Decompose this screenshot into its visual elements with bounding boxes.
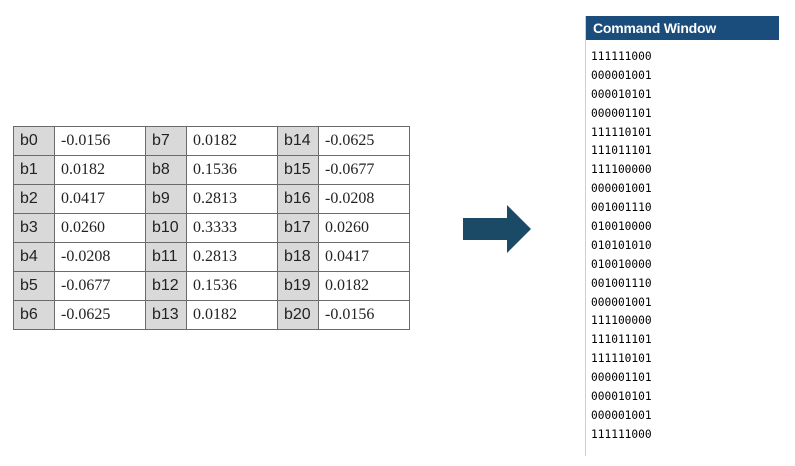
coefficient-label: b19	[277, 271, 319, 301]
coefficient-value: 0.0182	[186, 126, 278, 156]
output-line: 000001001	[591, 182, 652, 196]
coefficient-label: b17	[277, 213, 319, 243]
coefficient-label: b18	[277, 242, 319, 272]
command-window-title: Command Window	[586, 16, 779, 40]
command-window[interactable]: Command Window 111111000 000001001 0000101…	[585, 16, 779, 456]
coefficient-label: b10	[145, 213, 187, 243]
coefficient-value: -0.0677	[54, 271, 146, 301]
output-line: 000001001	[591, 68, 652, 82]
coefficient-value: 0.0260	[54, 213, 146, 243]
coefficient-label: b2	[13, 184, 55, 214]
coefficient-value: 0.0417	[54, 184, 146, 214]
command-window-output: 111111000 000001001 000010101 000001101 1111…	[586, 40, 779, 445]
table-row: b6 -0.0625 b13 0.0182 b20 -0.0156	[13, 300, 410, 330]
coefficient-label: b6	[13, 300, 55, 330]
output-line: 111110101	[591, 125, 652, 139]
coefficient-label: b16	[277, 184, 319, 214]
output-line: 010010000	[591, 257, 652, 271]
coefficient-label: b8	[145, 155, 187, 185]
coefficient-value: -0.0677	[318, 155, 410, 185]
table-row: b1 0.0182 b8 0.1536 b15 -0.0677	[13, 155, 410, 185]
coefficient-value: 0.0182	[318, 271, 410, 301]
output-line: 000010101	[591, 87, 652, 101]
table-row: b4 -0.0208 b11 0.2813 b18 0.0417	[13, 242, 410, 272]
coefficient-value: 0.3333	[186, 213, 278, 243]
coefficient-value: -0.0156	[318, 300, 410, 330]
coefficient-label: b20	[277, 300, 319, 330]
coefficient-table: b0 -0.0156 b7 0.0182 b14 -0.0625 b1 0.0182 b8 0.1…	[13, 126, 410, 330]
output-line: 111011101	[591, 144, 652, 158]
coefficient-value: 0.1536	[186, 271, 278, 301]
output-line: 111111000	[591, 50, 652, 63]
table-row: b2 0.0417 b9 0.2813 b16 -0.0208	[13, 184, 410, 214]
output-line: 000001101	[591, 106, 652, 120]
output-line: 111111000	[591, 427, 652, 441]
coefficient-label: b0	[13, 126, 55, 156]
output-line: 000001001	[591, 295, 652, 309]
coefficient-value: 0.0182	[54, 155, 146, 185]
coefficient-label: b12	[145, 271, 187, 301]
output-line: 111100000	[591, 163, 652, 177]
coefficient-value: -0.0625	[54, 300, 146, 330]
output-line: 000001101	[591, 371, 652, 385]
output-line: 111011101	[591, 333, 652, 347]
coefficient-table-body: b0 -0.0156 b7 0.0182 b14 -0.0625 b1 0.0182 b8 0.1…	[13, 126, 410, 330]
output-line: 111110101	[591, 352, 652, 366]
coefficient-value: -0.0208	[318, 184, 410, 214]
coefficient-value: 0.0260	[318, 213, 410, 243]
coefficient-value: 0.2813	[186, 242, 278, 272]
coefficient-label: b7	[145, 126, 187, 156]
output-line: 001001110	[591, 201, 652, 215]
right-arrow-icon	[463, 205, 531, 253]
coefficient-label: b15	[277, 155, 319, 185]
table-row: b5 -0.0677 b12 0.1536 b19 0.0182	[13, 271, 410, 301]
table-row: b3 0.0260 b10 0.3333 b17 0.0260	[13, 213, 410, 243]
coefficient-label: b4	[13, 242, 55, 272]
coefficient-label: b9	[145, 184, 187, 214]
coefficient-value: -0.0156	[54, 126, 146, 156]
output-line: 001001110	[591, 276, 652, 290]
coefficient-label: b14	[277, 126, 319, 156]
coefficient-value: 0.0417	[318, 242, 410, 272]
coefficient-value: -0.0208	[54, 242, 146, 272]
table-row: b0 -0.0156 b7 0.0182 b14 -0.0625	[13, 126, 410, 156]
output-line: 000010101	[591, 390, 652, 404]
coefficient-value: 0.0182	[186, 300, 278, 330]
coefficient-value: 0.2813	[186, 184, 278, 214]
output-line: 010010000	[591, 220, 652, 234]
coefficient-label: b3	[13, 213, 55, 243]
output-line: 010101010	[591, 238, 652, 252]
output-line: 000001001	[591, 408, 652, 422]
coefficient-label: b11	[145, 242, 187, 272]
coefficient-label: b5	[13, 271, 55, 301]
coefficient-value: 0.1536	[186, 155, 278, 185]
coefficient-value: -0.0625	[318, 126, 410, 156]
coefficient-label: b13	[145, 300, 187, 330]
coefficient-label: b1	[13, 155, 55, 185]
output-line: 111100000	[591, 314, 652, 328]
